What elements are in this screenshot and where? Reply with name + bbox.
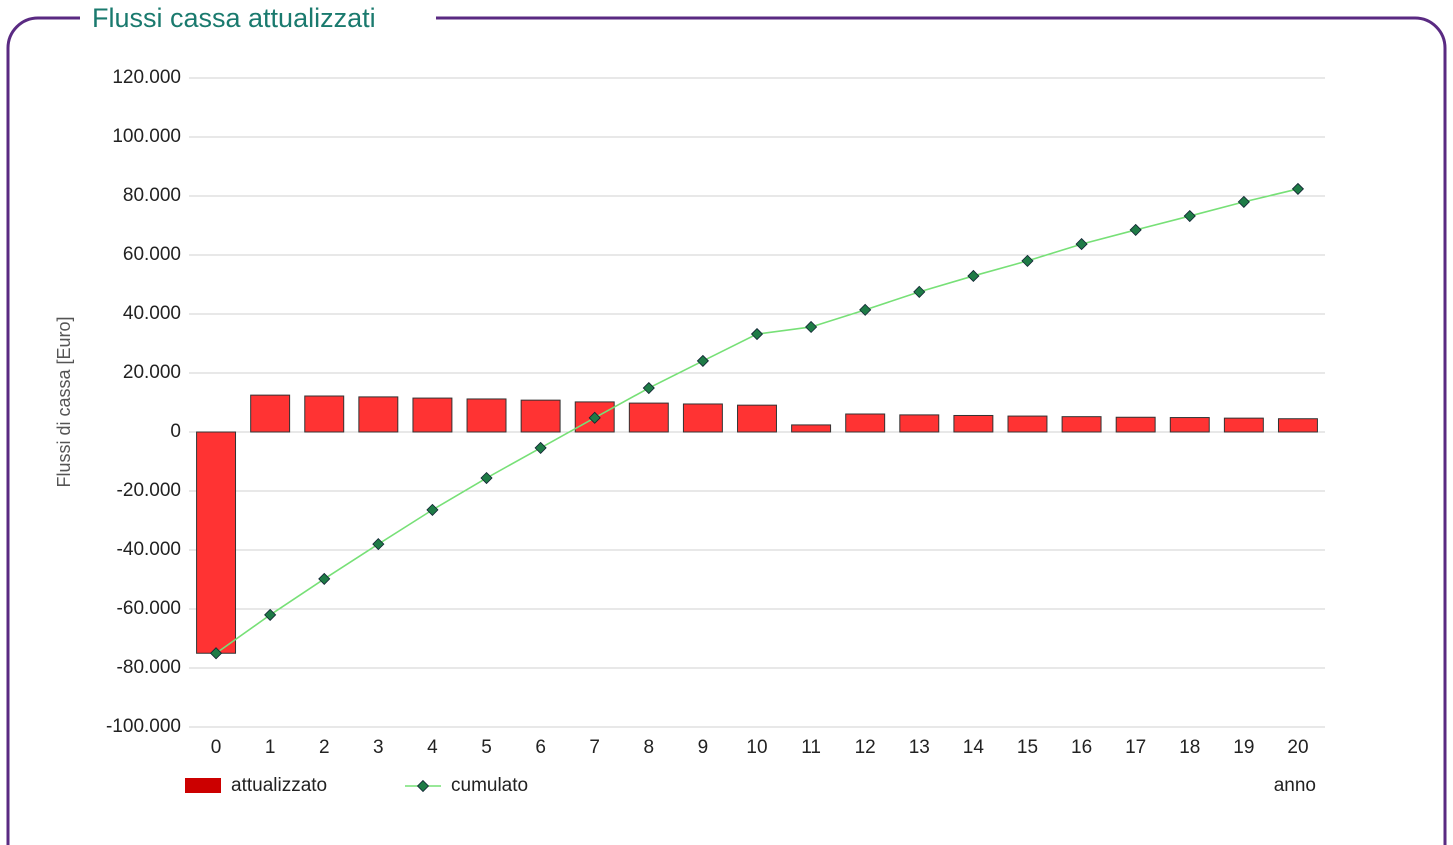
bar [412,397,453,433]
x-tick-label: 17 [1125,737,1146,758]
y-tick-label: -40.000 [117,539,181,560]
bar [1277,418,1318,433]
bar [953,414,994,433]
marker [534,441,547,454]
x-tick-label: 12 [855,737,876,758]
bar [196,431,237,654]
y-tick-label: 40.000 [123,303,181,324]
marker [372,538,385,551]
x-tick-label: 2 [319,737,330,758]
bar [1169,417,1210,433]
x-tick-label: 9 [698,737,709,758]
marker [264,608,277,621]
y-tick-label: 100.000 [112,126,181,147]
marker [750,327,764,341]
x-tick-label: 20 [1287,737,1308,758]
x-tick-label: 3 [373,737,384,758]
marker [1237,195,1250,208]
marker [480,471,493,485]
bar [628,402,669,433]
bar [1223,417,1264,433]
x-tick-label: 11 [801,737,821,758]
bar [520,399,561,433]
bar [304,395,345,433]
bar [737,404,777,433]
bar [358,396,399,433]
marker [1075,238,1088,251]
bar [1061,416,1102,433]
bar [1007,415,1048,433]
x-tick-label: 16 [1071,737,1092,758]
marker [209,647,223,660]
x-tick-label: 6 [535,737,546,758]
x-tick-label: 7 [589,737,600,758]
bar [899,414,940,433]
y-tick-label: 60.000 [123,244,181,265]
y-tick-label: -60.000 [117,598,181,619]
marker [805,320,818,334]
bar [466,398,507,433]
y-tick-label: 20.000 [123,362,181,383]
y-tick-label: -100.000 [106,716,181,737]
marker [318,572,331,585]
marker [588,411,601,424]
x-axis-title: anno [1274,775,1316,796]
legend-marker [416,779,430,793]
x-tick-label: 13 [909,737,930,758]
marker [426,503,439,516]
marker [1183,209,1196,223]
bar [1115,416,1156,433]
panel-border [6,16,1447,845]
bar [791,424,832,433]
marker [642,381,655,395]
y-tick-label: -80.000 [117,657,181,678]
title-background [80,2,436,36]
x-tick-label: 19 [1233,737,1254,758]
chart-title: Flussi cassa attualizzati [92,3,376,33]
marker [859,303,872,316]
x-tick-label: 14 [963,737,985,758]
marker [913,285,926,298]
x-tick-label: 1 [265,737,276,758]
marker [967,269,980,283]
x-tick-label: 15 [1017,737,1038,758]
x-tick-label: 10 [746,737,767,758]
marker [1291,182,1305,195]
y-tick-label: 120.000 [112,67,181,88]
bar [845,413,886,433]
legend-label: attualizzato [231,775,327,796]
y-tick-label: -20.000 [117,480,181,501]
legend-swatch [185,778,221,793]
marker [696,354,709,367]
bar [682,403,723,433]
x-tick-label: 4 [427,737,438,758]
y-axis-title: Flussi di cassa [Euro] [54,316,74,487]
bar [250,394,291,433]
marker [1021,254,1034,267]
x-tick-label: 18 [1179,737,1200,758]
x-tick-label: 8 [644,737,655,758]
marker [1129,223,1142,236]
y-tick-label: 80.000 [123,185,181,206]
legend-label: cumulato [451,775,528,796]
y-tick-label: 0 [170,421,181,442]
x-tick-label: 0 [211,737,222,758]
x-tick-label: 5 [481,737,492,758]
